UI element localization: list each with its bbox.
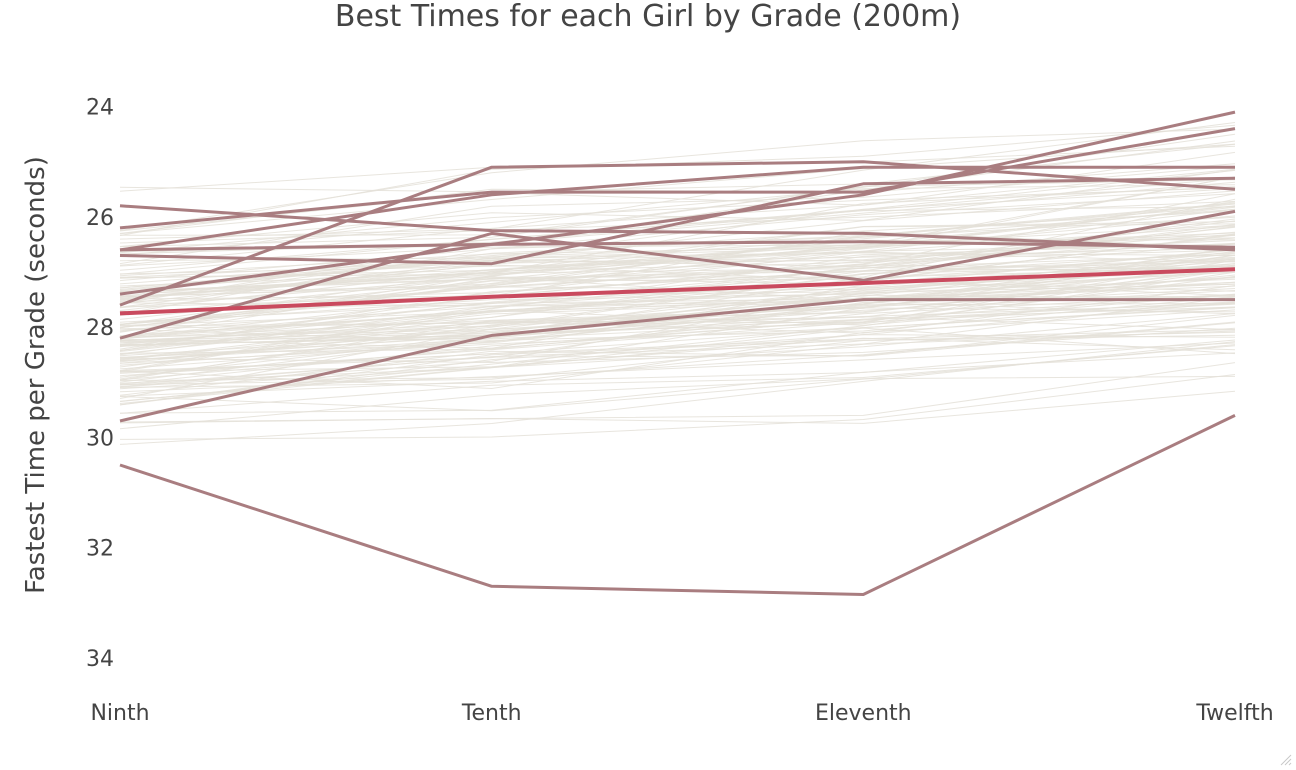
y-axis-label: Fastest Time per Grade (seconds) bbox=[21, 156, 51, 594]
y-tick-label: 24 bbox=[86, 96, 114, 121]
x-tick-label: Eleventh bbox=[815, 701, 912, 726]
background-series-line bbox=[119, 314, 1236, 386]
x-axis-ticks: Ninth Tenth Eleventh Twelfth bbox=[90, 701, 1273, 726]
highlight-series-line-8 bbox=[119, 240, 1236, 252]
background-series-line bbox=[119, 280, 1236, 339]
background-series-line bbox=[119, 208, 1236, 298]
y-tick-label: 30 bbox=[86, 426, 114, 451]
average-series-line bbox=[119, 267, 1236, 316]
background-series-line bbox=[119, 301, 1236, 385]
background-series-line bbox=[119, 374, 1236, 440]
background-series-line bbox=[119, 267, 1236, 326]
y-tick-label: 28 bbox=[86, 316, 114, 341]
background-series-line bbox=[119, 184, 1236, 256]
background-series-line bbox=[119, 362, 1236, 423]
background-series-line bbox=[119, 306, 1236, 374]
highlight-series-line-4 bbox=[119, 160, 1236, 307]
background-series-line bbox=[119, 337, 1236, 372]
background-series-line bbox=[119, 269, 1236, 383]
background-series-line bbox=[119, 294, 1236, 347]
background-series-line bbox=[119, 257, 1236, 352]
average-series-group bbox=[119, 267, 1236, 316]
highlight-series-line-5 bbox=[119, 110, 1236, 296]
background-series-line bbox=[119, 124, 1236, 236]
y-tick-label: 34 bbox=[86, 647, 114, 672]
background-series-line bbox=[119, 254, 1236, 339]
background-series-line bbox=[119, 295, 1236, 366]
background-series-line bbox=[119, 242, 1236, 326]
background-series-line bbox=[119, 168, 1236, 232]
background-series-line bbox=[119, 252, 1236, 364]
chart-title: Best Times for each Girl by Grade (200m) bbox=[335, 0, 961, 34]
background-series-line bbox=[119, 313, 1236, 384]
highlight-series-group bbox=[119, 110, 1236, 596]
background-series-line bbox=[119, 223, 1236, 292]
x-tick-label: Twelfth bbox=[1195, 701, 1273, 726]
background-series-line bbox=[119, 264, 1236, 315]
background-series-line bbox=[119, 240, 1236, 346]
background-series-line bbox=[119, 143, 1236, 193]
background-series-line bbox=[119, 352, 1236, 414]
background-series-line bbox=[119, 339, 1236, 397]
background-series-line bbox=[119, 249, 1236, 339]
y-axis-ticks: 24 26 28 30 32 34 bbox=[86, 96, 114, 672]
background-series-line bbox=[119, 330, 1236, 388]
resize-grip-icon[interactable] bbox=[1276, 750, 1292, 766]
background-series-line bbox=[119, 390, 1236, 424]
x-tick-label: Ninth bbox=[90, 701, 149, 726]
background-series-line bbox=[119, 322, 1236, 396]
background-series-line bbox=[119, 122, 1236, 240]
highlight-series-line-1 bbox=[119, 414, 1236, 596]
background-series-line bbox=[119, 342, 1236, 393]
x-tick-label: Tenth bbox=[461, 701, 522, 726]
highlight-series-line-10 bbox=[119, 165, 1235, 252]
background-series-line bbox=[119, 345, 1236, 414]
background-series-group bbox=[119, 122, 1236, 445]
highlight-series-line-2 bbox=[119, 298, 1235, 423]
background-series-line bbox=[119, 202, 1236, 294]
y-tick-label: 32 bbox=[86, 537, 114, 562]
highlight-series-line-9 bbox=[119, 176, 1236, 266]
background-series-line bbox=[119, 281, 1236, 346]
background-series-line bbox=[119, 267, 1236, 323]
background-series-line bbox=[119, 309, 1236, 390]
background-series-line bbox=[119, 128, 1236, 231]
background-series-line bbox=[119, 143, 1236, 235]
background-series-line bbox=[119, 258, 1236, 352]
background-series-line bbox=[119, 225, 1236, 293]
background-series-line bbox=[119, 301, 1236, 406]
background-series-line bbox=[119, 181, 1236, 304]
highlight-series-line-6 bbox=[119, 127, 1236, 230]
y-tick-label: 26 bbox=[86, 206, 114, 231]
highlight-series-line-7 bbox=[119, 204, 1236, 252]
background-series-line bbox=[119, 251, 1236, 325]
background-series-line bbox=[119, 198, 1236, 309]
background-series-line bbox=[119, 179, 1236, 248]
